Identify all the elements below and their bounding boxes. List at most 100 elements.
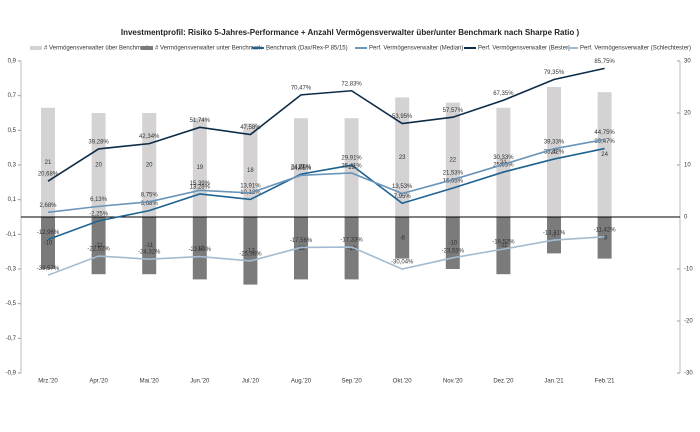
bar-label: 22 [449,157,456,163]
line [47,147,605,241]
legend-label: Benchmark (Dax/Rex-P 85/15) [266,46,348,52]
point-label: -30,04% [391,260,414,266]
bar [496,107,511,217]
bar [547,87,561,217]
legend-label: Perf. Vermögensverwalter (Median) [369,46,463,52]
y2-tick-label: 30 [684,59,691,65]
y-tick-label: -0,1 [6,232,17,238]
point-label: 70,47% [291,85,312,91]
point-label: 6,13% [90,197,108,203]
bar [395,97,410,217]
bar [344,217,359,280]
bar-label: 25 [551,150,558,156]
point-label: 53,95% [392,114,413,120]
bar-label: 19 [348,165,355,171]
y-tick-label: 0,3 [8,163,17,169]
bar-label: -12 [347,246,356,252]
legend-swatch [30,46,42,50]
y-tick-label: 0,7 [8,93,17,99]
bar-label: 20 [95,163,102,169]
point-label: 21,53% [443,170,464,176]
legend-label: # Vermögensverwalter über Benchmark [44,46,150,52]
bar-label: -8 [400,235,406,241]
y-tick-label: 0,5 [8,128,17,134]
bar [243,217,258,285]
y2-tick-label: 0 [684,215,688,221]
bar [142,217,157,275]
y2-tick-label: 20 [684,111,691,117]
point-label: 16,65% [443,179,464,185]
bar-label: -7 [551,233,557,239]
bar [445,217,460,269]
point-label: 20,68% [38,172,59,178]
bar [395,217,410,259]
y-tick-label: -0,5 [6,301,17,307]
x-tick-label: Apr.'20 [89,379,108,385]
point-label: -18,52% [492,240,515,246]
y2-tick-label: -20 [684,319,693,325]
point-label: 15,39% [190,181,211,187]
x-tick-label: Dez.'20 [493,379,514,385]
point-label: -17,56% [290,238,313,244]
line [47,235,605,276]
point-label: 25,93% [493,163,514,169]
bar [192,217,207,280]
x-tick-label: Feb.'21 [595,379,615,385]
point-label: -22,83% [189,247,212,253]
legend-swatch [141,46,153,50]
point-label: 39,28% [88,139,109,145]
bar [91,113,106,217]
bar [597,92,612,217]
bar [91,217,106,275]
bar [192,118,207,217]
bar [547,217,561,254]
y-tick-label: -0,3 [6,267,17,273]
y2-tick-label: -30 [684,371,693,377]
point-label: 7,95% [394,194,412,200]
bar [597,217,612,259]
point-label: 47,58% [240,125,261,131]
bar [142,113,157,217]
x-tick-label: Mai.'20 [140,379,160,385]
y-tick-label: -0,7 [6,336,17,342]
bar-label: -12 [297,246,306,252]
bar-label: 18 [247,168,254,174]
bar [294,118,308,217]
point-label: 72,83% [341,81,362,87]
x-tick-label: Jan.'21 [544,379,564,385]
bar-label: -11 [145,243,154,249]
point-label: 30,33% [493,155,514,161]
chart-title: Investmentprofil: Risiko 5-Jahres-Perfor… [121,28,580,37]
point-label: -12,96% [37,230,60,236]
point-label: -23,53% [442,248,465,254]
bar-label: -11 [499,243,508,249]
y2-tick-label: 10 [684,163,691,169]
point-label: -25,36% [239,252,262,258]
bar [243,123,258,217]
bar-label: -10 [448,241,457,247]
bar-label: 20 [146,163,153,169]
bar-label: 19 [298,165,305,171]
x-tick-label: Sep.'20 [342,379,363,385]
x-tick-label: Mrz.'20 [38,379,58,385]
y2-tick-label: -10 [684,267,693,273]
bar-label: -13 [246,248,255,254]
bar-label: 23 [399,155,406,161]
line [47,67,605,182]
bar-label: -8 [602,235,608,241]
legend-label: Perf. Vermögensverwalter (Bester) [478,46,570,52]
bar-label: -11 [94,243,103,249]
x-tick-label: Jul.'20 [242,379,260,385]
bar-label: 21 [45,160,52,166]
y-tick-label: -0,9 [6,371,17,377]
bar-label: -10 [44,241,53,247]
point-label: -13,31% [543,231,566,237]
bar [41,217,55,269]
y-tick-label: 0,9 [8,59,17,65]
bar-label: -12 [195,246,204,252]
point-label: 13,53% [392,184,413,190]
point-label: 67,35% [493,91,514,97]
bar [344,118,359,217]
bar [41,107,55,217]
